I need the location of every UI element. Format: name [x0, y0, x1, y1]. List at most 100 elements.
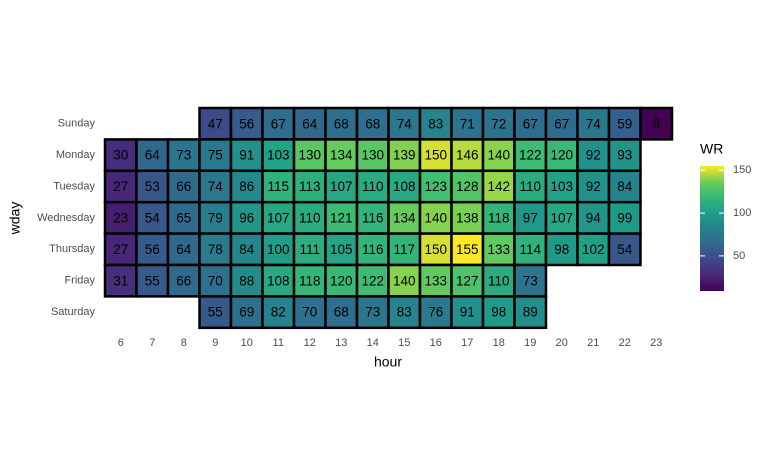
cell-label: 100: [267, 242, 290, 257]
heat-cell: [324, 138, 359, 173]
cell-label: 59: [617, 116, 632, 131]
cell-label: 66: [176, 273, 191, 288]
y-axis-title: wday: [7, 202, 23, 236]
cell-label: 84: [239, 242, 255, 257]
cell-label: 103: [267, 148, 290, 163]
cell-label: 89: [523, 305, 538, 320]
cell-label: 92: [586, 148, 601, 163]
x-tick-label: 9: [212, 337, 218, 349]
cell-label: 73: [523, 273, 538, 288]
cell-label: 73: [176, 148, 191, 163]
x-tick-label: 10: [241, 337, 253, 349]
cell-label: 146: [456, 148, 479, 163]
cell-label: 114: [519, 242, 541, 257]
heat-cell: [135, 232, 170, 267]
cell-label: 138: [456, 210, 479, 225]
cell-label: 133: [487, 242, 510, 257]
cell-label: 107: [330, 179, 353, 194]
y-tick-label: Monday: [56, 149, 96, 161]
y-tick-label: Saturday: [51, 306, 96, 318]
cell-label: 98: [554, 242, 569, 257]
x-tick-label: 7: [149, 337, 155, 349]
cell-label: 123: [424, 179, 447, 194]
cell-label: 98: [491, 305, 506, 320]
x-tick-label: 19: [524, 337, 536, 349]
cell-label: 111: [299, 242, 320, 257]
cell-label: 68: [334, 116, 349, 131]
cell-label: 82: [271, 305, 286, 320]
cell-label: 108: [393, 179, 416, 194]
cell-label: 118: [488, 210, 510, 225]
cell-label: 70: [302, 305, 317, 320]
heat-cell: [450, 200, 485, 235]
x-tick-label: 15: [398, 337, 410, 349]
cell-label: 117: [393, 242, 415, 257]
cell-label: 150: [424, 242, 447, 257]
heat-cell: [198, 295, 233, 330]
cell-label: 110: [488, 273, 510, 288]
cell-label: 9: [652, 116, 660, 131]
heat-cell: [135, 200, 170, 235]
cell-label: 120: [330, 273, 353, 288]
cell-label: 113: [299, 179, 321, 194]
heat-cell: [261, 232, 296, 267]
cell-label: 84: [617, 179, 633, 194]
cell-label: 118: [299, 273, 321, 288]
x-tick-label: 12: [304, 337, 316, 349]
x-tick-label: 23: [650, 337, 662, 349]
heat-cell: [450, 138, 485, 173]
cell-label: 127: [456, 273, 479, 288]
x-tick-label: 21: [587, 337, 599, 349]
heat-cell: [418, 106, 453, 141]
colorbar-tick-label: 100: [733, 207, 751, 219]
cell-label: 116: [362, 210, 384, 225]
cell-label: 102: [582, 242, 605, 257]
heat-cell: [481, 295, 516, 330]
x-tick-label: 18: [493, 337, 505, 349]
heat-cell: [481, 232, 516, 267]
y-tick-label: Tuesday: [53, 180, 95, 192]
cell-label: 64: [176, 242, 192, 257]
cell-label: 83: [428, 116, 443, 131]
x-tick-label: 17: [461, 337, 473, 349]
heat-cell: [481, 106, 516, 141]
cell-label: 54: [617, 242, 633, 257]
cell-label: 150: [424, 148, 447, 163]
cell-label: 68: [365, 116, 380, 131]
heat-cell: [418, 295, 453, 330]
cell-label: 128: [456, 179, 479, 194]
colorbar: [700, 166, 724, 291]
colorbar-tick-label: 50: [733, 250, 745, 262]
cell-label: 134: [330, 148, 353, 163]
heat-cell: [576, 169, 611, 204]
cell-label: 69: [239, 305, 254, 320]
heat-cell: [576, 232, 611, 267]
colorbar-tick-label: 150: [733, 164, 751, 176]
cell-label: 130: [298, 148, 321, 163]
cell-label: 110: [362, 179, 384, 194]
heat-cell: [198, 138, 233, 173]
cell-label: 108: [267, 273, 290, 288]
y-tick-label: Sunday: [58, 118, 96, 130]
cell-label: 53: [145, 179, 160, 194]
heat-cell: [229, 295, 264, 330]
x-tick-label: 22: [619, 337, 631, 349]
cell-label: 27: [113, 179, 128, 194]
heat-cell: [355, 295, 390, 330]
cell-label: 74: [208, 179, 224, 194]
cell-label: 120: [550, 148, 573, 163]
y-tick-label: Wednesday: [37, 212, 95, 224]
cell-label: 105: [330, 242, 353, 257]
legend-title: WR: [700, 141, 723, 157]
heat-cell: [229, 200, 264, 235]
cell-label: 94: [586, 210, 602, 225]
x-tick-label: 11: [273, 337, 284, 349]
cell-label: 31: [113, 273, 128, 288]
cell-label: 140: [424, 210, 447, 225]
cell-label: 142: [487, 179, 510, 194]
cell-label: 55: [145, 273, 160, 288]
x-tick-label: 13: [335, 337, 347, 349]
cell-label: 97: [523, 210, 538, 225]
cell-label: 56: [239, 116, 254, 131]
